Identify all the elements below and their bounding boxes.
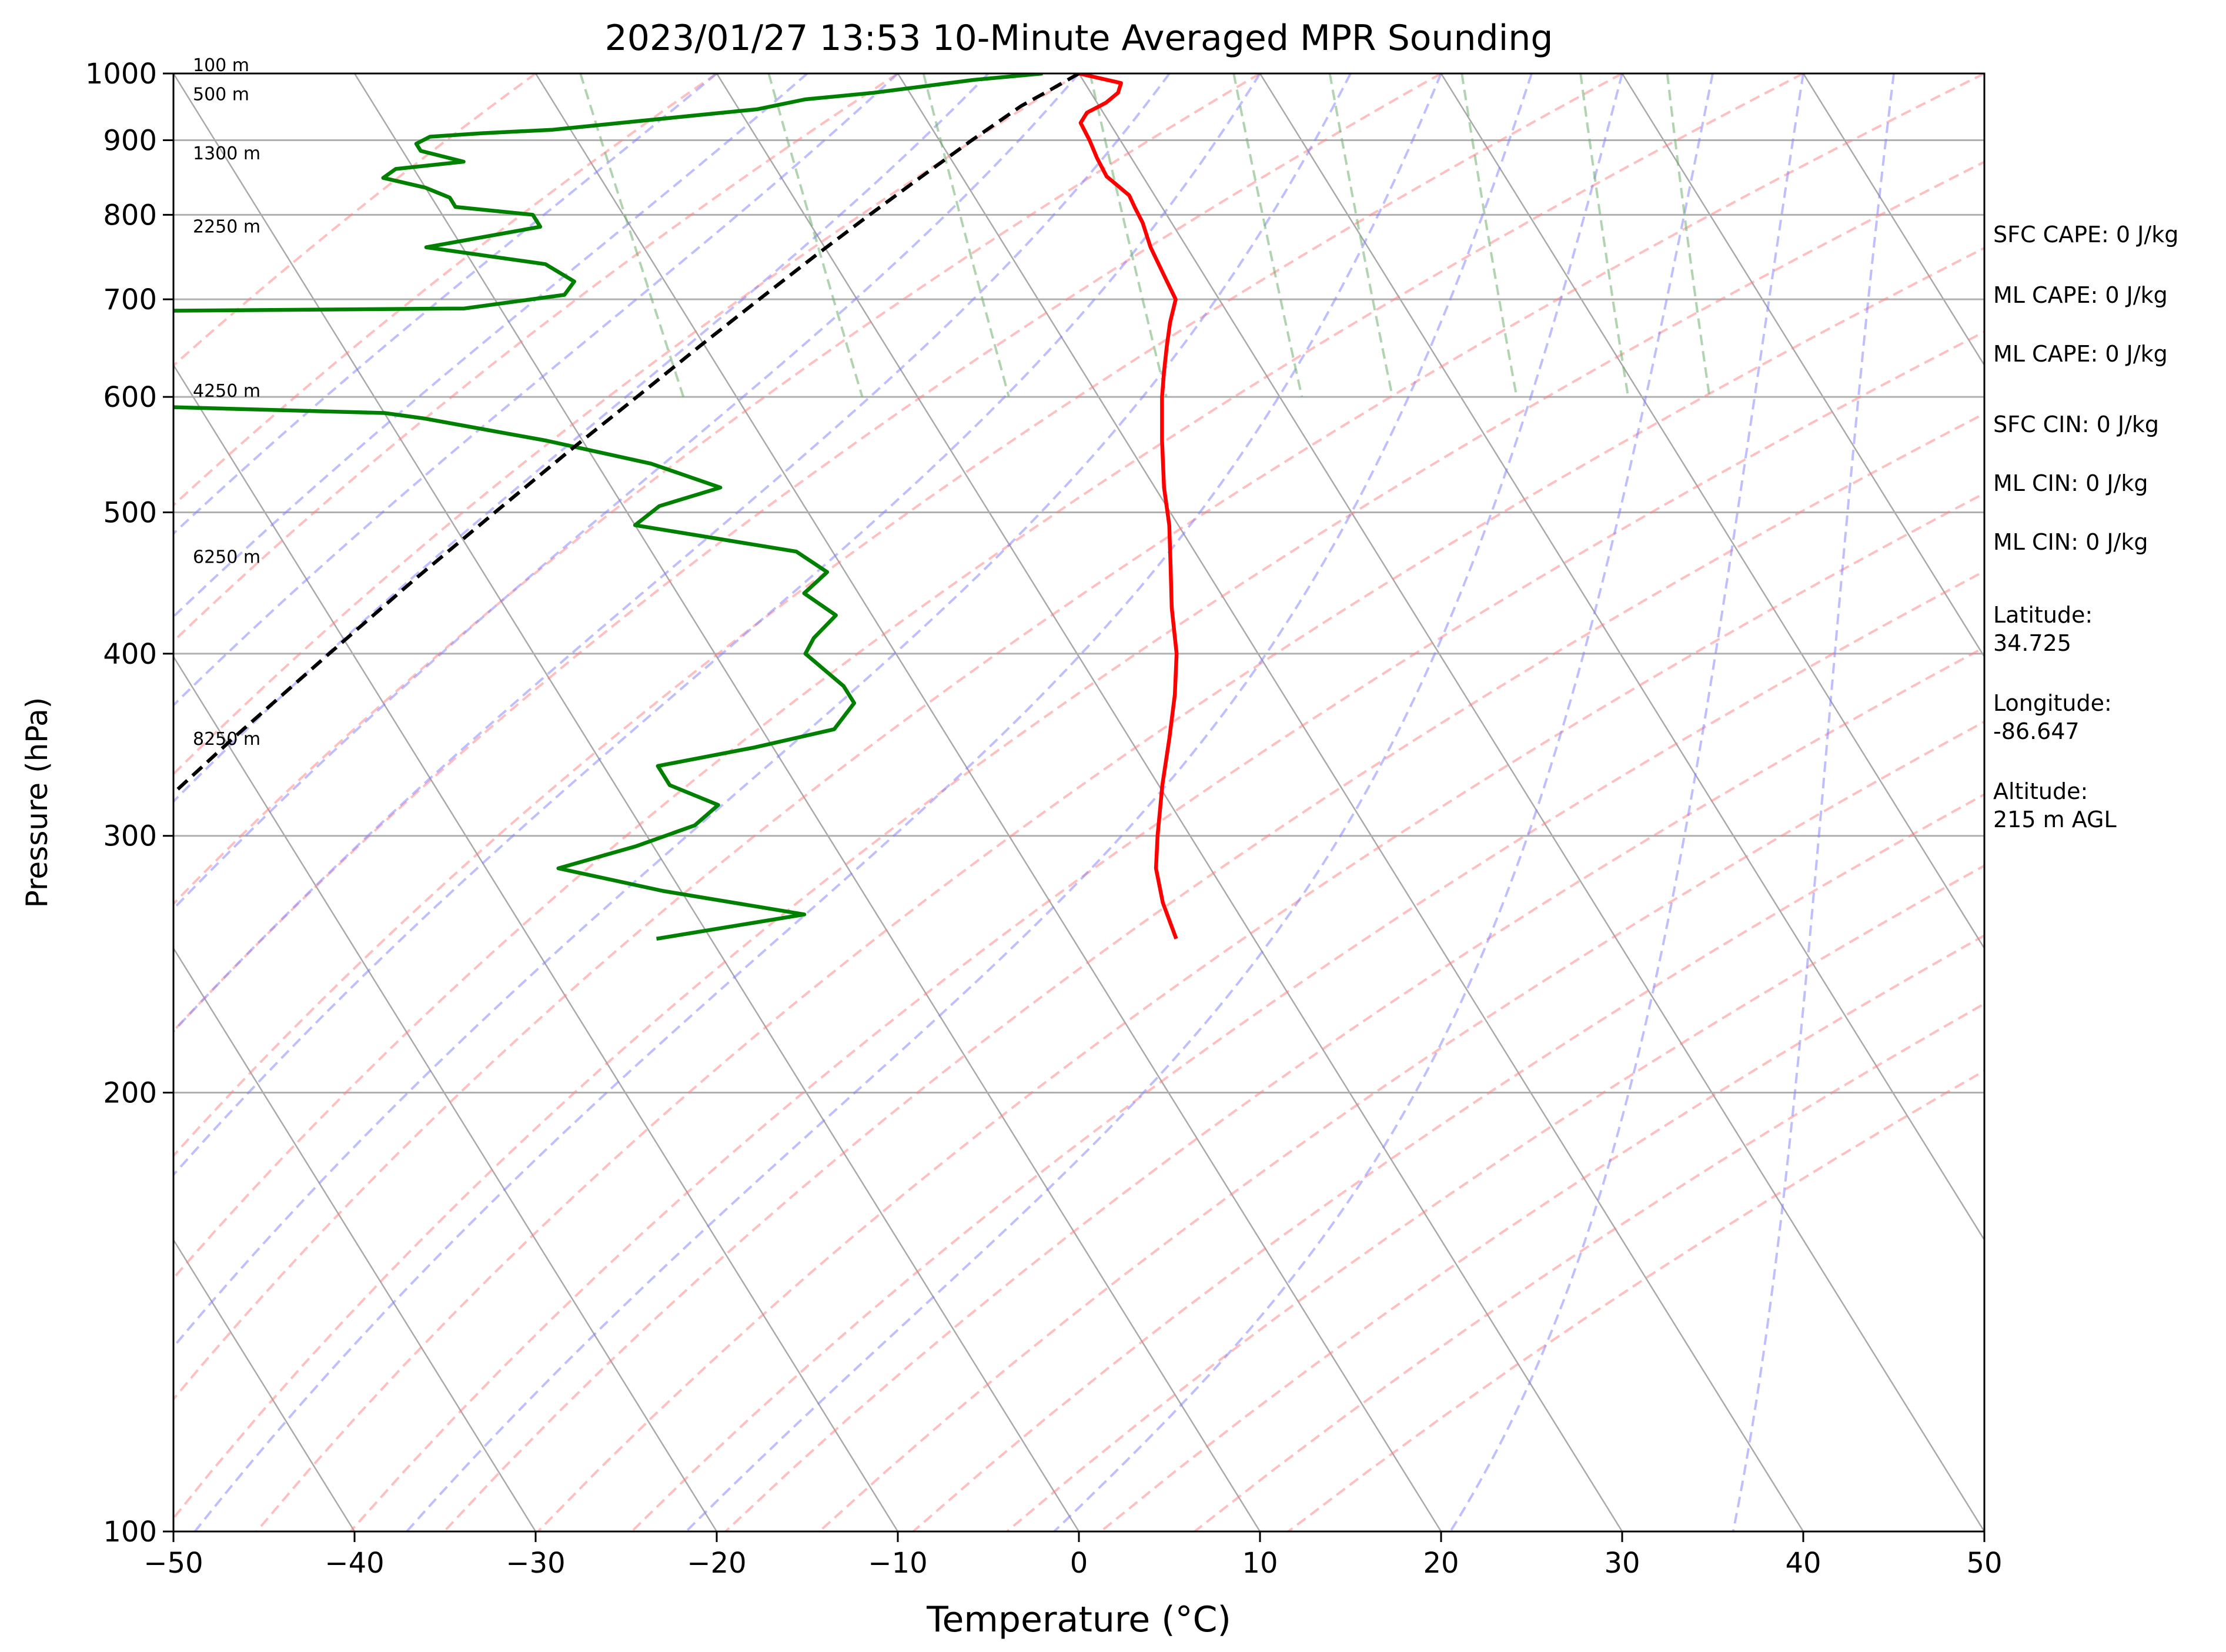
isotherm	[1440, 73, 1984, 950]
height-label: 100 m	[193, 55, 249, 76]
isotherm	[1802, 73, 1984, 367]
height-label: 8250 m	[193, 729, 260, 750]
x-tick-label: 0	[1070, 1547, 1088, 1580]
y-tick-label: 400	[103, 638, 157, 671]
dry-adiabat	[255, 246, 1984, 1531]
y-tick-label: 900	[103, 124, 157, 157]
isotherm	[173, 363, 899, 1531]
index-sfc-cin: SFC CIN: 0 J/kg	[1993, 412, 2160, 437]
dry-adiabat	[912, 792, 1984, 1531]
dry-adiabat	[173, 73, 718, 507]
dry-adiabat	[173, 73, 1984, 1402]
dry-adiabat	[173, 73, 1804, 1280]
dry-adiabat	[537, 491, 1984, 1531]
y-tick-label: 800	[103, 199, 157, 232]
isotherm	[353, 73, 1261, 1531]
isotherm	[173, 73, 1080, 1531]
y-tick-label: 700	[103, 283, 157, 316]
site-latitude: Latitude: 34.725	[1993, 602, 2093, 656]
height-labels: 100 m 500 m 1300 m 2250 m 4250 m 6250 m 8250 m	[193, 55, 260, 750]
moist-adiabat	[1732, 73, 1895, 1531]
dry-adiabat	[173, 73, 537, 367]
height-label: 500 m	[193, 85, 249, 105]
index-ml-cin: ML CIN: 0 J/kg	[1993, 470, 2148, 496]
dry-adiabat	[173, 160, 1984, 1520]
height-label: 2250 m	[193, 217, 260, 238]
height-label: 1300 m	[193, 143, 260, 164]
y-tick-label: 1000	[85, 58, 157, 91]
x-tick-label: 40	[1785, 1547, 1821, 1580]
y-axis-label: Pressure (hPa)	[20, 697, 54, 908]
dry-adiabat	[173, 73, 1080, 776]
index-sfc-cape: SFC CAPE: 0 J/kg	[1993, 222, 2179, 248]
mixing-ratio-line	[922, 73, 1010, 397]
parcel-path	[173, 73, 1080, 796]
moist-adiabat	[173, 73, 1352, 1349]
isotherm	[1621, 73, 1984, 658]
isotherm	[173, 947, 537, 1531]
isotherm	[1078, 73, 1984, 1531]
y-tick-label: 200	[103, 1076, 157, 1109]
y-tick-label: 600	[103, 381, 157, 414]
mixing-ratio-line	[767, 73, 864, 397]
height-label: 6250 m	[193, 547, 260, 567]
isotherm	[173, 1238, 356, 1531]
isotherm	[1259, 73, 1984, 1242]
x-tick-label: 30	[1604, 1547, 1640, 1580]
moist-adiabat	[1449, 73, 1804, 1531]
x-tick-label: −20	[687, 1547, 746, 1580]
isotherm	[534, 73, 1442, 1531]
y-tick-label: 300	[103, 820, 157, 853]
x-tick-label: 50	[1966, 1547, 2002, 1580]
site-longitude: Longitude: -86.647	[1993, 690, 2112, 744]
height-label: 4250 m	[193, 381, 260, 402]
dry-adiabat	[818, 720, 1984, 1531]
sounding-traces	[173, 73, 1179, 941]
moist-adiabat	[406, 73, 1533, 1531]
site-altitude: Altitude: 215 m AGL	[1993, 778, 2117, 832]
x-tick-label: −10	[868, 1547, 927, 1580]
mixing-ratio-line	[579, 73, 685, 397]
isotherm	[716, 73, 1623, 1531]
x-tick-label: 10	[1242, 1547, 1278, 1580]
x-tick-label: −30	[506, 1547, 565, 1580]
index-ml-cape: ML CAPE: 0 J/kg	[1993, 282, 2168, 308]
background-lines	[173, 73, 1984, 1531]
dry-adiabat	[349, 330, 1984, 1531]
dry-adiabat	[173, 73, 899, 643]
index-ml-cape-2: ML CAPE: 0 J/kg	[1993, 341, 2168, 367]
dry-adiabat	[173, 73, 1261, 906]
isotherm	[897, 73, 1804, 1531]
axes: −50 −40 −30 −20 −10 0 10 20 30 40 50 100 200 300 400 50…	[85, 58, 2003, 1580]
temperature-trace	[1078, 73, 1179, 939]
isotherm	[173, 655, 718, 1531]
mixing-ratio-line	[1088, 73, 1168, 397]
y-tick-label: 100	[103, 1516, 157, 1549]
moist-adiabat	[173, 73, 899, 707]
dewpoint-trace	[173, 73, 1043, 941]
y-tick-label: 500	[103, 497, 157, 530]
x-tick-label: 20	[1423, 1547, 1459, 1580]
x-axis-label: Temperature (°C)	[926, 1599, 1231, 1640]
x-tick-label: −50	[143, 1547, 203, 1580]
moist-adiabat	[173, 73, 1261, 1177]
moist-adiabat	[1053, 73, 1714, 1531]
index-ml-cin-2: ML CIN: 0 J/kg	[1993, 529, 2148, 555]
chart-title: 2023/01/27 13:53 10-Minute Averaged MPR …	[605, 18, 1553, 59]
moist-adiabat	[173, 73, 1171, 1034]
dry-adiabat	[443, 412, 1984, 1531]
dry-adiabat	[173, 73, 1623, 1158]
moist-adiabat	[173, 73, 1080, 911]
x-tick-label: −40	[325, 1547, 384, 1580]
moist-adiabat	[193, 73, 1442, 1531]
